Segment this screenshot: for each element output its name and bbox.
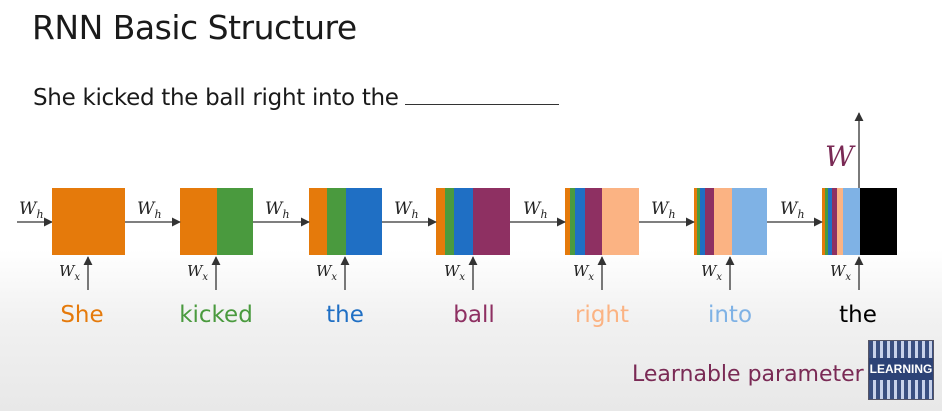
wh-label-5: Wh	[651, 199, 676, 221]
wx-label-1: Wx	[59, 262, 80, 283]
word-kicked: kicked	[179, 302, 253, 328]
output-w-label: W	[825, 140, 856, 173]
wh-label-4: Wh	[523, 199, 548, 221]
wh-label-0: Wh	[19, 199, 44, 221]
wx-label-5: Wx	[573, 262, 594, 283]
word-right: right	[574, 302, 630, 328]
sentence-text: She kicked the ball right into the	[33, 85, 399, 111]
learning-logo: LEARNING	[868, 340, 934, 400]
logo-text: LEARNING	[869, 358, 933, 380]
word-the-2: the	[839, 302, 877, 328]
wx-label-6: Wx	[701, 262, 722, 283]
rnn-cell-4	[436, 188, 510, 255]
blank-line	[404, 84, 559, 105]
word-into: into	[707, 302, 753, 328]
wh-label-1: Wh	[137, 199, 162, 221]
wx-label-2: Wx	[187, 262, 208, 283]
word-she: She	[60, 302, 104, 328]
rnn-cell-6	[694, 188, 767, 255]
wh-label-6: Wh	[780, 199, 805, 221]
wx-label-7: Wx	[830, 262, 851, 283]
rnn-cell-2	[180, 188, 253, 255]
learnable-parameter-label: Learnable parameter	[632, 362, 864, 387]
word-ball: ball	[453, 302, 495, 328]
wx-label-4: Wx	[444, 262, 465, 283]
wx-label-3: Wx	[316, 262, 337, 283]
rnn-cell-5	[565, 188, 639, 255]
example-sentence: She kicked the ball right into the	[33, 84, 559, 111]
rnn-cell-7	[822, 188, 897, 255]
wh-label-3: Wh	[394, 199, 419, 221]
word-the-1: the	[326, 302, 364, 328]
slide-title: RNN Basic Structure	[32, 8, 357, 47]
rnn-cell-1	[52, 188, 125, 255]
rnn-cell-3	[309, 188, 382, 255]
wh-label-2: Wh	[265, 199, 290, 221]
